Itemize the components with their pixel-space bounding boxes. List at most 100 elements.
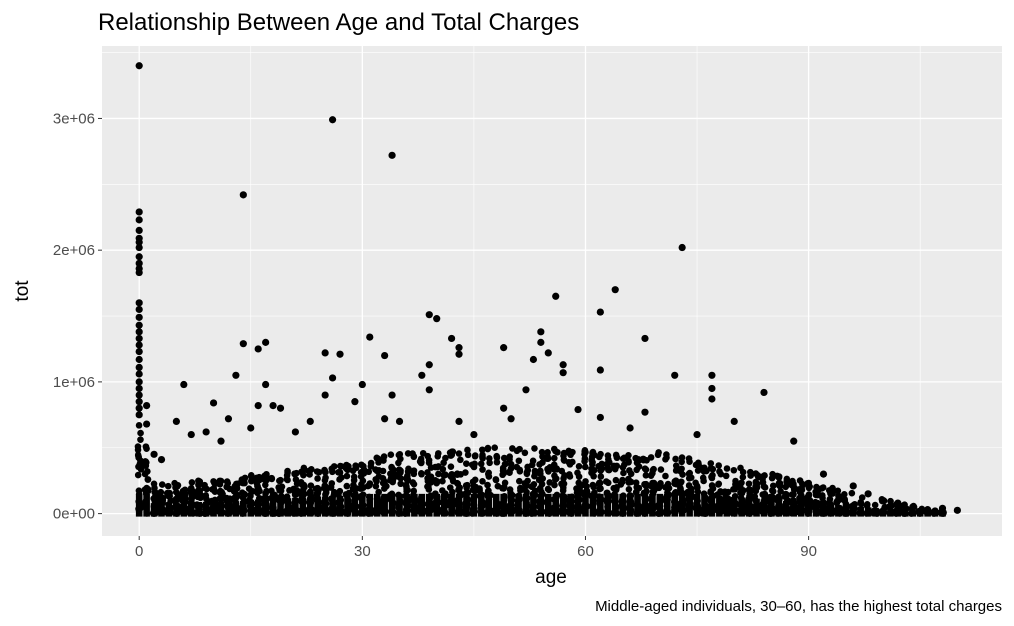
data-point-band bbox=[634, 493, 641, 517]
data-point bbox=[179, 489, 187, 496]
data-point bbox=[677, 484, 684, 492]
data-point bbox=[366, 480, 374, 487]
data-point bbox=[338, 474, 345, 481]
data-point bbox=[330, 463, 338, 470]
data-point bbox=[375, 488, 382, 496]
data-point bbox=[357, 473, 365, 480]
data-point bbox=[135, 299, 143, 307]
data-point-band bbox=[306, 497, 314, 517]
data-point bbox=[625, 457, 632, 465]
data-point-band bbox=[619, 493, 626, 517]
data-point bbox=[516, 467, 524, 475]
data-point bbox=[604, 452, 612, 459]
data-point bbox=[135, 313, 143, 321]
data-point bbox=[187, 430, 195, 439]
data-point bbox=[871, 501, 879, 509]
data-point bbox=[245, 485, 253, 493]
data-point-band bbox=[366, 493, 374, 517]
data-point bbox=[523, 482, 530, 490]
data-point-band bbox=[827, 504, 835, 517]
data-point bbox=[314, 475, 321, 482]
data-point bbox=[632, 479, 640, 486]
data-point bbox=[416, 458, 424, 465]
data-point bbox=[879, 496, 887, 505]
data-point bbox=[360, 462, 367, 470]
data-point bbox=[678, 458, 685, 466]
data-point bbox=[551, 481, 558, 489]
data-point-band bbox=[433, 493, 441, 517]
data-point bbox=[262, 380, 270, 389]
data-point bbox=[595, 453, 603, 461]
data-point-band bbox=[849, 506, 857, 517]
data-point-band bbox=[254, 499, 262, 517]
data-point-band bbox=[225, 501, 232, 517]
data-point-band bbox=[135, 493, 143, 517]
data-point bbox=[135, 384, 143, 393]
data-point bbox=[306, 417, 314, 426]
data-point bbox=[172, 417, 180, 426]
data-point bbox=[723, 465, 731, 472]
data-point bbox=[544, 349, 552, 357]
data-point bbox=[569, 458, 576, 466]
data-point bbox=[500, 344, 508, 352]
data-point bbox=[367, 459, 375, 467]
data-point-band bbox=[805, 502, 812, 517]
data-point bbox=[737, 464, 744, 472]
data-point bbox=[447, 334, 456, 343]
data-point-band bbox=[448, 493, 455, 517]
data-point bbox=[835, 493, 843, 501]
data-point bbox=[239, 191, 247, 199]
data-point bbox=[805, 483, 813, 491]
data-point bbox=[135, 398, 143, 406]
data-point bbox=[650, 479, 658, 487]
data-point bbox=[588, 469, 595, 477]
data-point bbox=[769, 482, 777, 490]
data-point-band bbox=[455, 493, 463, 517]
data-point bbox=[478, 446, 486, 454]
data-point bbox=[464, 451, 472, 459]
data-point bbox=[291, 470, 298, 477]
x-tick-label: 90 bbox=[800, 543, 817, 560]
data-point-band bbox=[515, 493, 522, 517]
data-point bbox=[796, 477, 804, 484]
data-point-band bbox=[701, 494, 708, 517]
x-tick-label: 30 bbox=[354, 543, 371, 560]
data-point-band bbox=[396, 493, 403, 517]
data-point-band bbox=[344, 495, 351, 517]
data-point bbox=[463, 481, 471, 489]
data-point bbox=[397, 467, 404, 474]
data-point bbox=[135, 238, 143, 246]
data-point bbox=[135, 334, 143, 343]
data-point bbox=[446, 484, 454, 491]
data-point-band bbox=[411, 493, 418, 517]
data-point bbox=[397, 480, 405, 488]
data-point bbox=[335, 468, 342, 476]
data-point bbox=[760, 388, 768, 397]
data-point bbox=[894, 499, 902, 507]
data-point bbox=[605, 466, 612, 474]
data-point bbox=[328, 116, 337, 124]
data-point bbox=[202, 428, 210, 436]
data-point bbox=[834, 487, 842, 495]
data-point bbox=[173, 483, 181, 490]
data-point-band bbox=[552, 493, 560, 517]
data-point bbox=[389, 478, 397, 486]
data-point bbox=[292, 476, 300, 483]
y-tick-label: 2e+06 bbox=[53, 242, 95, 259]
data-point bbox=[538, 448, 546, 456]
data-point-band bbox=[671, 493, 679, 517]
data-point-band bbox=[693, 494, 701, 517]
data-point bbox=[554, 448, 561, 456]
data-point bbox=[506, 469, 513, 476]
data-point bbox=[777, 487, 784, 495]
data-point bbox=[470, 430, 478, 439]
data-point-band bbox=[232, 501, 240, 517]
data-point-band bbox=[463, 493, 470, 517]
data-point-band bbox=[321, 496, 329, 517]
data-point bbox=[291, 428, 299, 436]
data-point bbox=[746, 489, 754, 497]
data-point bbox=[597, 485, 604, 492]
data-point bbox=[254, 401, 262, 410]
x-tick-label: 0 bbox=[135, 543, 143, 560]
data-point bbox=[143, 445, 150, 452]
